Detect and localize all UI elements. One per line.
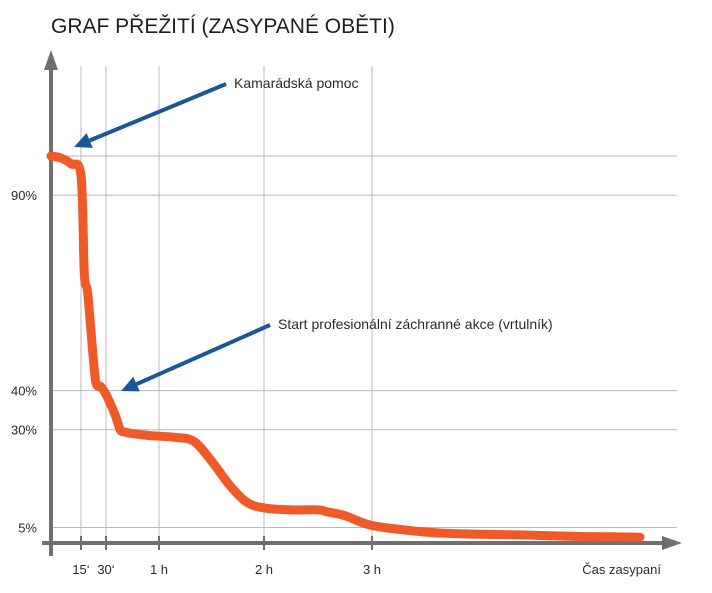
x-tick-label: 30‘	[97, 562, 114, 577]
annotation-arrowhead	[121, 376, 140, 392]
survival-curve	[46, 151, 645, 542]
x-gridlines	[80, 66, 373, 545]
x-axis-title: Čas zasypaní	[582, 562, 661, 577]
y-tick-label: 90%	[11, 188, 37, 203]
y-tick-label: 5%	[18, 520, 37, 535]
x-tick-label: 3 h	[363, 562, 381, 577]
y-axis-arrowhead	[44, 50, 58, 70]
chart-title: GRAF PŘEŽITÍ (ZASYPANÉ OBĚTI)	[51, 15, 395, 38]
axes	[42, 50, 682, 556]
y-tick-label: 30%	[11, 423, 37, 438]
annotation-layer: Kamarádská pomoc Start profesionální zách…	[74, 75, 553, 392]
annotation-arrow-shaft	[88, 82, 227, 143]
y-tick-label: 40%	[11, 384, 37, 399]
series-layer	[46, 151, 645, 542]
x-tick-label: 15‘	[72, 562, 89, 577]
x-tick-label: 1 h	[150, 562, 168, 577]
annotation-label: Kamarádská pomoc	[234, 75, 359, 91]
annotation-arrow-shaft	[135, 323, 271, 386]
annotation-arrowhead	[74, 133, 93, 148]
y-gridlines	[49, 155, 677, 528]
x-tick-label: 2 h	[255, 562, 273, 577]
tick-labels: 15‘ 30‘ 1 h 2 h 3 h 5% 30% 40% 90%	[11, 188, 381, 577]
annotation-label: Start profesionální záchranné akce (vrtu…	[278, 316, 553, 332]
x-axis-arrowhead	[662, 536, 682, 550]
